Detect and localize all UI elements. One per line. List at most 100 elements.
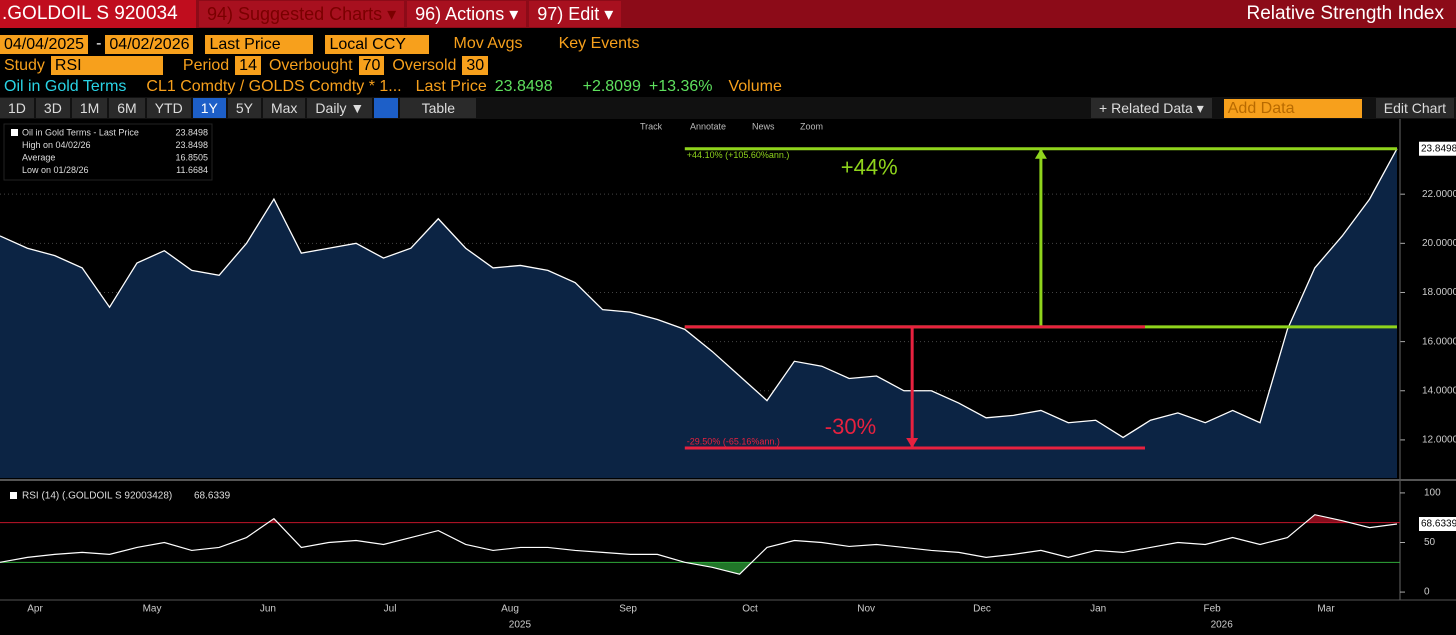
x-tick-label: Nov <box>857 604 875 615</box>
annotation-detail: +44.10% (+105.60%ann.) <box>687 150 790 160</box>
x-tick-label: Aug <box>501 604 519 615</box>
legend-value: 23.8498 <box>175 127 208 137</box>
range-button[interactable]: 1M <box>71 98 108 118</box>
key-events[interactable]: Key Events <box>558 35 640 52</box>
range-button[interactable]: Max <box>262 98 306 118</box>
x-tick-label: May <box>143 604 162 615</box>
change: +2.8099 <box>582 77 641 95</box>
last-price: 23.8498 <box>494 77 553 95</box>
x-tick-label: Oct <box>742 604 758 615</box>
arrow-head <box>1034 148 1047 159</box>
y-tick-label: 14.0000 <box>1422 385 1456 396</box>
chart-tool: Zoom <box>800 121 823 131</box>
legend-box <box>3 123 213 181</box>
range-button[interactable]: 1D <box>0 98 34 118</box>
legend-label: High on 04/02/26 <box>22 140 91 150</box>
security-name: Oil in Gold Terms <box>4 77 127 95</box>
table-button[interactable]: Table <box>400 98 477 118</box>
annotation-label: -30% <box>825 414 876 439</box>
chart-tool: News <box>752 121 775 131</box>
x-tick-label: Dec <box>973 604 991 615</box>
y-tick-label: 22.0000 <box>1422 189 1456 200</box>
range-button[interactable]: 5Y <box>227 98 261 118</box>
legend-label: Average <box>22 152 55 162</box>
arrow-head <box>906 438 919 449</box>
change-pct: +13.36% <box>648 77 713 95</box>
period[interactable]: 14 <box>235 56 261 75</box>
overbought-label: Overbought <box>268 56 353 74</box>
start-date[interactable]: 04/04/2025 <box>0 34 89 54</box>
chart-tool: Annotate <box>690 121 726 131</box>
y-tick-label: 12.0000 <box>1422 435 1456 446</box>
volume[interactable]: Volume <box>728 77 782 95</box>
annotation-label: +44% <box>841 155 898 180</box>
x-tick-label: Jul <box>384 604 397 615</box>
title-bar: .GOLDOIL S 920034 94) Suggested Charts ▾… <box>0 0 1456 28</box>
x-tick-label: Apr <box>27 604 43 615</box>
rsi-tag-text: 68.6339 <box>1421 519 1456 530</box>
x-tick-label: Sep <box>619 604 637 615</box>
x-tick-label: Jun <box>260 604 276 615</box>
date-separator: - <box>96 35 102 52</box>
legend-value: 11.6684 <box>176 165 208 175</box>
security-row: Oil in Gold Terms CL1 Comdty / GOLDS Com… <box>0 76 1456 97</box>
rsi-tag <box>1419 517 1456 532</box>
year-label: 2025 <box>509 620 532 631</box>
legend-value: 23.8498 <box>175 140 208 150</box>
y-tick-label: 20.0000 <box>1422 238 1456 249</box>
overbought[interactable]: 70 <box>358 56 385 75</box>
menu[interactable]: 97) Edit ▾ <box>529 1 622 27</box>
y-tick-label: 16.0000 <box>1422 336 1456 347</box>
y-tick-label: 100 <box>1424 488 1441 499</box>
mov-avgs[interactable]: Mov Avgs <box>453 35 523 52</box>
study-select[interactable]: RSI <box>50 56 163 75</box>
range-button[interactable]: 3D <box>35 98 70 118</box>
x-tick-label: Feb <box>1203 604 1221 615</box>
legend-swatch <box>11 129 18 136</box>
y-tick-label: 0 <box>1424 587 1430 598</box>
window-title: Relative Strength Index <box>1246 3 1444 24</box>
formula: CL1 Comdty / GOLDS Comdty * 1... <box>146 77 402 95</box>
edit-chart[interactable]: Edit Chart <box>1375 98 1454 118</box>
add-data[interactable]: Add Data <box>1223 98 1362 118</box>
rsi-line <box>0 514 1398 575</box>
last-price-label: Last Price <box>415 77 487 95</box>
range-button[interactable]: 6M <box>109 98 145 118</box>
legend-value: 16.8505 <box>175 152 208 162</box>
legend-label: Oil in Gold Terms - Last Price <box>22 127 139 137</box>
oversold-label: Oversold <box>392 56 457 74</box>
chart-type-button[interactable] <box>374 98 399 118</box>
y-tick-label: 50 <box>1424 537 1436 548</box>
year-label: 2026 <box>1211 620 1234 631</box>
frequency[interactable]: Daily ▼ <box>307 98 373 118</box>
legend-swatch <box>10 492 17 499</box>
ticker-box[interactable]: .GOLDOIL S 920034 <box>0 0 196 28</box>
menu[interactable]: 94) Suggested Charts ▾ <box>199 1 405 27</box>
field-select[interactable]: Last Price <box>205 34 314 54</box>
x-tick-label: Mar <box>1317 604 1335 615</box>
date-row: 04/04/2025 - 04/02/2026 Last Price Local… <box>0 33 1456 55</box>
menu[interactable]: 96) Actions ▾ <box>407 1 527 27</box>
oversold[interactable]: 30 <box>462 56 489 75</box>
x-tick-label: Jan <box>1090 604 1106 615</box>
legend-label: Low on 01/28/26 <box>22 165 89 175</box>
related-data[interactable]: + Related Data ▾ <box>1091 98 1212 118</box>
annotation-detail: -29.50% (-65.16%ann.) <box>687 436 780 446</box>
currency-select[interactable]: Local CCY <box>325 34 430 54</box>
range-button[interactable]: 1Y <box>192 98 226 118</box>
period-label: Period <box>182 56 230 74</box>
price-line <box>0 148 1398 439</box>
rsi-title-value: 68.6339 <box>194 491 231 502</box>
y-tick-label: 18.0000 <box>1422 287 1456 298</box>
last-price-tag-text: 23.8498 <box>1421 143 1456 154</box>
range-button[interactable]: YTD <box>146 98 191 118</box>
rsi-title: RSI (14) (.GOLDOIL S 92003428) <box>22 491 172 502</box>
price-area <box>0 148 1397 479</box>
last-price-tag <box>1419 141 1456 156</box>
study-label: Study <box>4 56 45 74</box>
end-date[interactable]: 04/02/2026 <box>105 34 194 54</box>
toolbar: 1D 3D 1M 6M YTD 1Y 5Y Max Daily ▼ Table … <box>0 97 1456 119</box>
chart-tool: Track <box>640 121 663 131</box>
